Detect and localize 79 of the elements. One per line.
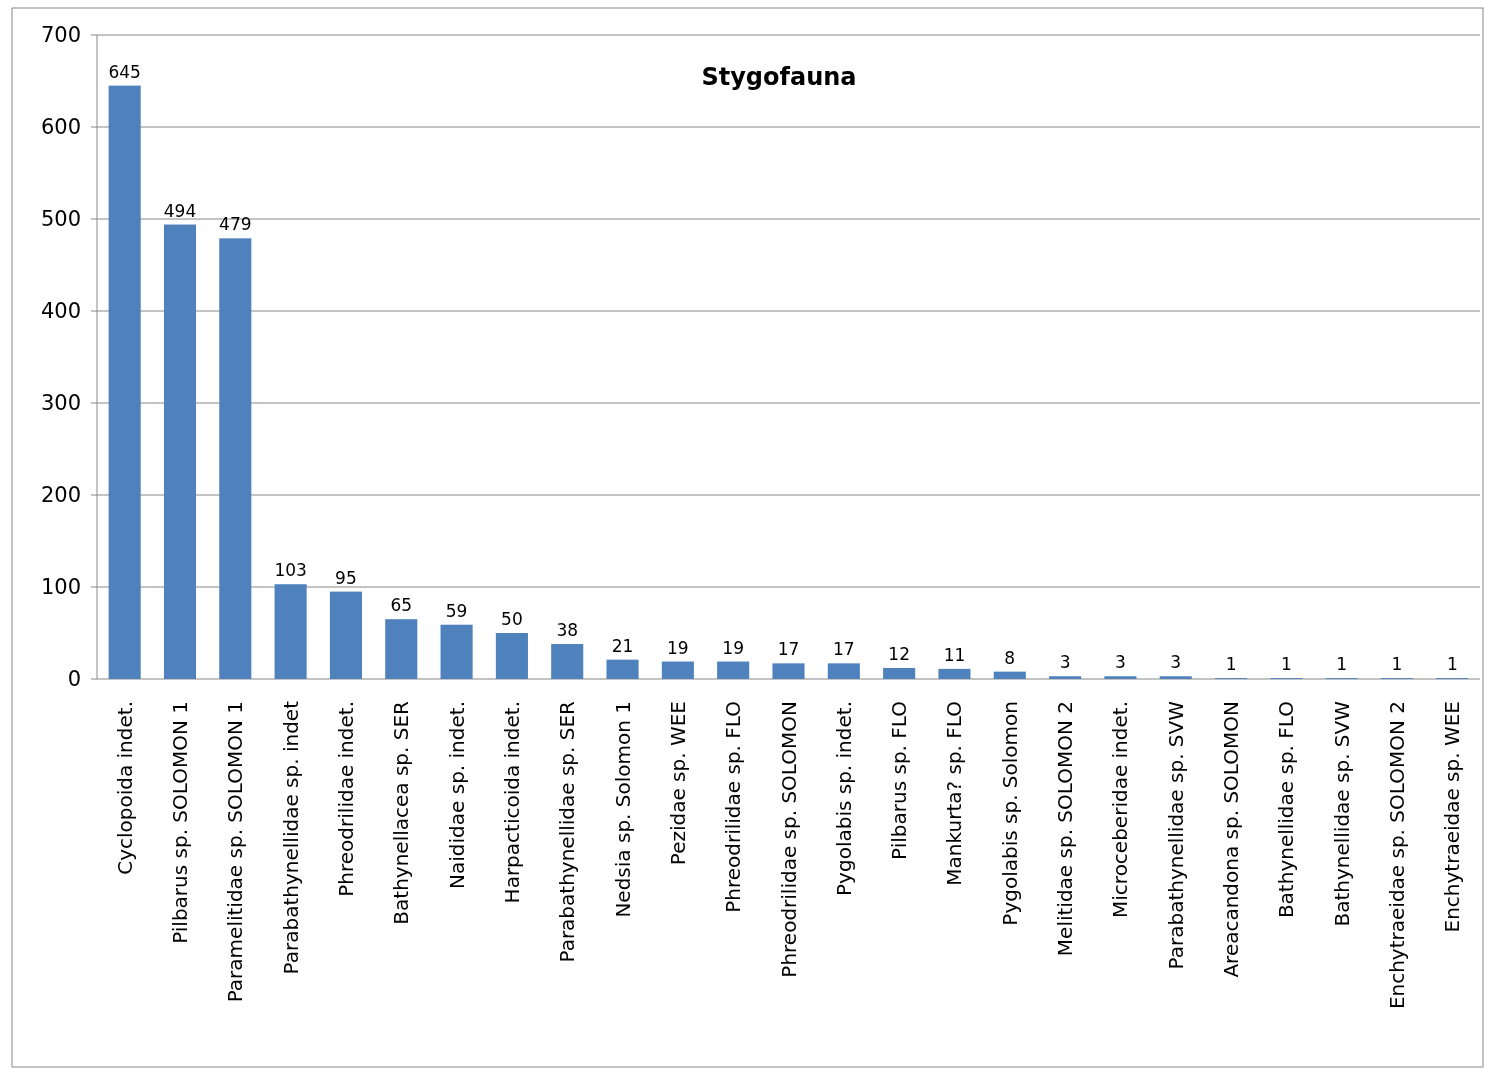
text: Stygofauna	[701, 63, 857, 91]
bar	[938, 668, 971, 679]
x-tick-label: Enchytraeidae sp. SOLOMON 2	[1385, 701, 1410, 1010]
data-label: 21	[611, 635, 634, 656]
y-tick-label: 100	[40, 575, 81, 600]
x-tick-label: Melitidae sp. SOLOMON 2	[1053, 701, 1078, 957]
y-tick-label: 500	[40, 207, 81, 232]
data-label: 103	[274, 560, 307, 581]
data-label: 1	[1336, 654, 1348, 675]
data-label: 3	[1170, 652, 1182, 673]
bar	[993, 671, 1026, 679]
bar	[772, 663, 805, 679]
data-label: 12	[888, 643, 910, 664]
bar	[329, 591, 362, 679]
data-label: 3	[1115, 652, 1126, 673]
x-tick-label: Phreodrilidae sp. FLO	[721, 701, 746, 913]
x-tick-label: Bathynellacea sp. SER	[389, 700, 414, 925]
data-label: 3	[1059, 652, 1071, 673]
y-tick-label: 200	[40, 483, 81, 508]
bar	[495, 633, 528, 679]
x-tick-label: Paramelitidae sp. SOLOMON 1	[223, 701, 248, 1003]
data-label: 65	[390, 595, 413, 616]
x-tick-label: Pygolabis sp. indet.	[831, 701, 856, 896]
bar	[661, 661, 694, 679]
data-label: 645	[108, 61, 141, 82]
data-label: 494	[163, 200, 197, 221]
y-tick-label: 400	[40, 299, 81, 324]
y-tick-label: 0	[67, 667, 81, 692]
x-tick-label: Nedsia sp. Solomon 1	[610, 701, 635, 918]
x-tick-label: Enchytraeidae sp. WEE	[1440, 701, 1465, 933]
data-label: 11	[943, 644, 966, 665]
x-tick-label: Pilbarus sp. FLO	[887, 701, 912, 860]
x-tick-label: Pilbarus sp. SOLOMON 1	[167, 701, 192, 944]
y-tick-label: 600	[40, 115, 81, 140]
data-label: 8	[1004, 647, 1016, 668]
x-tick-label: Cyclopoida indet.	[112, 701, 137, 875]
data-label: 59	[445, 600, 468, 621]
bar	[827, 663, 860, 679]
x-tick-label: Parabathynellidae sp. SVW	[1163, 700, 1188, 970]
x-tick-label: Pygolabis sp. Solomon	[997, 701, 1022, 926]
data-label: 38	[556, 620, 579, 641]
bar	[385, 619, 418, 679]
data-label: 19	[667, 637, 689, 658]
x-tick-label: Areacandona sp. SOLOMON	[1219, 701, 1244, 978]
bar	[219, 238, 252, 679]
x-tick-label: Pezidae sp. WEE	[665, 701, 690, 866]
x-tick-label: Phreodrilidae sp. SOLOMON	[776, 701, 801, 978]
bar	[1049, 676, 1082, 679]
bar	[1159, 676, 1192, 679]
x-tick-label: Parabathynellidae sp. indet	[278, 700, 303, 975]
data-label: 50	[501, 609, 523, 629]
bar	[274, 584, 307, 679]
bar	[440, 624, 473, 679]
data-label: 17	[833, 639, 855, 660]
y-tick-label: 300	[40, 391, 81, 416]
bar	[108, 85, 141, 679]
data-label: 1	[1280, 654, 1292, 675]
x-tick-label: Phreodrilidae indet.	[333, 701, 358, 897]
x-tick-label: Bathynellidae sp. SVW	[1329, 700, 1354, 927]
x-tick-label: Bathynellidae sp. FLO	[1274, 701, 1299, 919]
bar	[551, 644, 584, 679]
data-label: 479	[219, 214, 252, 235]
data-label: 1	[1225, 654, 1237, 675]
x-tick-label: Mankurta? sp. FLO	[942, 701, 967, 886]
data-label: 1	[1391, 654, 1403, 675]
y-tick-label: 700	[40, 23, 81, 48]
x-tick-label: Parabathynellidae sp. SER	[555, 700, 580, 963]
data-label: 17	[777, 639, 800, 660]
x-tick-label: Naididae sp. indet.	[444, 701, 469, 889]
bar	[883, 667, 916, 679]
data-label: 19	[722, 637, 744, 658]
data-label: 95	[335, 567, 357, 588]
bar	[606, 659, 639, 679]
x-tick-label: Harpacticoida indet.	[499, 701, 524, 904]
bar	[163, 224, 197, 679]
x-tick-label: Microceberidae indet.	[1108, 701, 1133, 918]
bar	[1104, 676, 1137, 679]
bar	[717, 661, 750, 679]
data-label: 1	[1446, 654, 1458, 675]
